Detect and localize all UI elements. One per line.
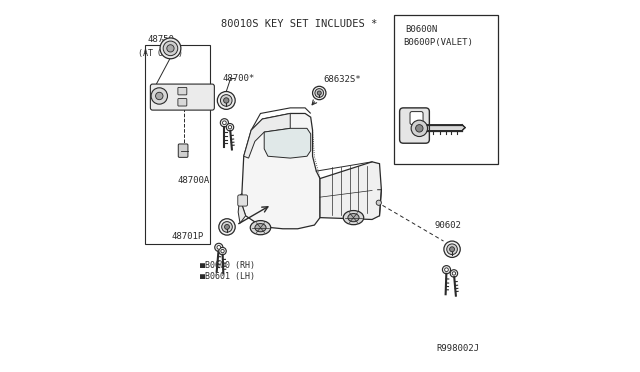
Circle shape <box>223 98 229 103</box>
Text: ■B0600 (RH): ■B0600 (RH) <box>200 262 255 270</box>
FancyBboxPatch shape <box>410 112 423 125</box>
Circle shape <box>220 94 232 106</box>
Text: B0600N: B0600N <box>406 25 438 34</box>
Circle shape <box>215 243 223 251</box>
Text: R998002J: R998002J <box>436 344 479 353</box>
Circle shape <box>221 222 232 232</box>
Polygon shape <box>238 193 246 223</box>
Text: 68632S*: 68632S* <box>324 76 362 84</box>
Circle shape <box>223 121 226 125</box>
Circle shape <box>151 88 168 104</box>
Bar <box>394 15 498 164</box>
Polygon shape <box>242 113 320 229</box>
Text: 80010S KEY SET INCLUDES *: 80010S KEY SET INCLUDES * <box>221 19 378 29</box>
Ellipse shape <box>348 214 359 222</box>
Text: ■B0601 (LH): ■B0601 (LH) <box>200 272 255 280</box>
Circle shape <box>156 92 163 100</box>
Text: 90602: 90602 <box>435 221 461 230</box>
Text: (AT ONLY): (AT ONLY) <box>138 49 184 58</box>
Ellipse shape <box>343 211 364 225</box>
Circle shape <box>450 270 458 277</box>
Text: 48750: 48750 <box>147 35 174 44</box>
FancyBboxPatch shape <box>399 108 429 143</box>
Circle shape <box>160 38 181 59</box>
FancyBboxPatch shape <box>178 99 187 106</box>
Circle shape <box>228 125 232 129</box>
FancyBboxPatch shape <box>238 195 248 206</box>
Circle shape <box>452 272 456 275</box>
Polygon shape <box>264 128 310 158</box>
Circle shape <box>221 249 224 253</box>
Text: 48701P: 48701P <box>172 232 204 241</box>
FancyBboxPatch shape <box>178 87 187 95</box>
Text: B0600P(VALET): B0600P(VALET) <box>404 38 474 47</box>
Ellipse shape <box>255 224 266 232</box>
Polygon shape <box>320 162 381 219</box>
Circle shape <box>219 247 227 255</box>
Circle shape <box>312 86 326 100</box>
Circle shape <box>445 268 449 272</box>
Text: 48700A: 48700A <box>178 176 210 185</box>
Polygon shape <box>426 125 465 131</box>
Circle shape <box>219 219 235 235</box>
Text: 48700*: 48700* <box>223 74 255 83</box>
Circle shape <box>317 91 321 95</box>
Circle shape <box>442 266 451 274</box>
Ellipse shape <box>250 221 271 235</box>
Circle shape <box>220 119 228 127</box>
Circle shape <box>167 45 174 52</box>
Circle shape <box>447 244 458 254</box>
FancyBboxPatch shape <box>150 84 214 110</box>
Circle shape <box>227 124 234 131</box>
Circle shape <box>163 41 178 56</box>
Circle shape <box>315 89 324 97</box>
FancyBboxPatch shape <box>179 144 188 157</box>
Circle shape <box>415 125 423 132</box>
Circle shape <box>411 120 428 137</box>
Circle shape <box>218 92 235 109</box>
Circle shape <box>450 247 454 252</box>
Bar <box>145 45 211 244</box>
Circle shape <box>217 246 221 249</box>
Circle shape <box>376 200 381 205</box>
Circle shape <box>225 224 230 230</box>
Circle shape <box>444 241 460 257</box>
Polygon shape <box>244 113 291 158</box>
